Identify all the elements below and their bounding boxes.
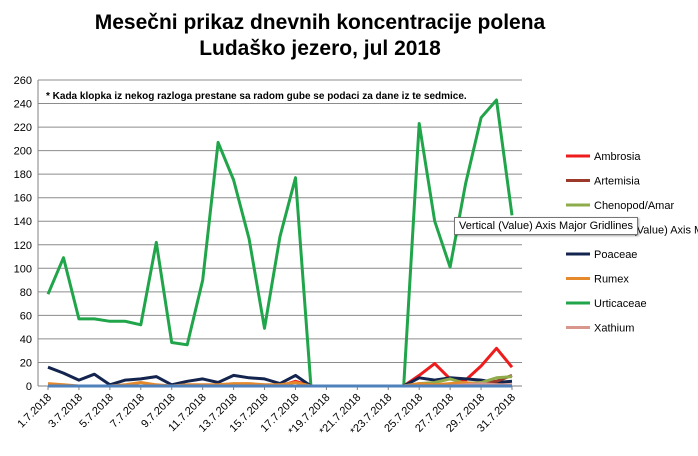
chart-title-line-1: Mesečni prikaz dnevnih koncentracije pol… [94, 11, 546, 34]
y-tick-label: 200 [14, 146, 32, 158]
y-tick-label: 180 [14, 169, 32, 181]
y-tick-label: 160 [14, 193, 32, 205]
chart-title: Mesečni prikaz dnevnih koncentracije pol… [0, 10, 640, 62]
y-tick-label: 220 [14, 122, 32, 134]
x-axis-ticks: 1.7.20183.7.20185.7.20187.7.20189.7.2018… [15, 386, 518, 438]
y-tick-label: 120 [14, 240, 32, 252]
y-tick-label: 240 [14, 99, 32, 111]
y-tick-label: 80 [20, 287, 32, 299]
legend-label: Xathium [594, 323, 634, 335]
y-tick-label: 100 [14, 263, 32, 275]
legend-label: Chenopod/Amar [594, 200, 674, 212]
y-tick-label: 0 [26, 381, 32, 393]
y-axis-ticks: 0 20 40 60 80 100 120 140 160 180 200 220 240 260 [14, 75, 32, 393]
chart-title-line-2: Ludaško jezero, jul 2018 [199, 37, 441, 60]
legend-label: Rumex [594, 274, 629, 286]
legend-label: Artemisia [594, 176, 641, 188]
legend-label: Urticaceae [594, 298, 647, 310]
gridlines-tooltip: Vertical (Value) Axis Major Gridlines [454, 217, 639, 235]
series-line-urticaceae [46, 98, 514, 388]
chart-note: * Kada klopka iz nekog razloga prestane … [46, 91, 467, 102]
y-tick-label: 40 [20, 334, 32, 346]
y-tick-label: 60 [20, 310, 32, 322]
y-tick-label: 140 [14, 216, 32, 228]
series-lines [46, 98, 514, 388]
legend-label: Poaceae [594, 249, 637, 261]
legend-label: Ambrosia [594, 151, 641, 163]
y-tick-label: 20 [20, 357, 32, 369]
y-tick-label: 260 [14, 75, 32, 87]
